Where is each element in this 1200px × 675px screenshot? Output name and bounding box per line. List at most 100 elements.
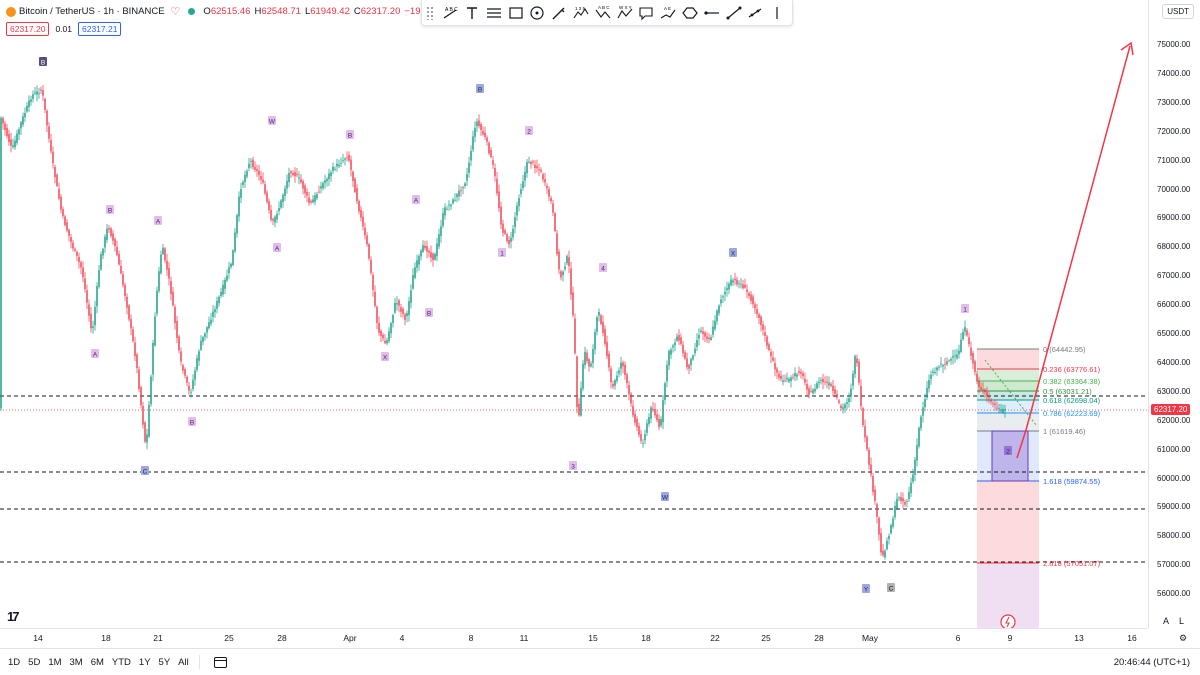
wave-label-n2b[interactable]: 2 <box>1004 446 1012 456</box>
candle-body <box>142 406 144 425</box>
line-icon[interactable] <box>723 2 745 24</box>
wave-label-x2[interactable]: X <box>381 352 389 362</box>
wave-label-b2[interactable]: B <box>188 417 196 427</box>
wave-label-c1[interactable]: C <box>141 466 149 476</box>
range-button[interactable]: 6M <box>90 656 104 668</box>
wave-label-text: 1 <box>500 251 504 258</box>
wxy-wave-icon[interactable]: W X Y <box>614 2 636 24</box>
wave-label-n3[interactable]: 3 <box>569 461 577 471</box>
time-tick-label: 15 <box>588 633 598 643</box>
wave-label-n4[interactable]: 4 <box>599 263 607 273</box>
drawing-toolbar[interactable]: A B C 1 3 5 A B C W X Y A E <box>421 0 793 26</box>
wave-label-a4[interactable]: A <box>412 195 420 205</box>
rectangle-icon[interactable] <box>505 2 527 24</box>
candle-body <box>928 380 930 389</box>
abc-wave-icon[interactable]: A B C <box>592 2 614 24</box>
horizontal-ray-icon[interactable] <box>701 2 723 24</box>
projection-arrow[interactable] <box>1016 41 1134 459</box>
wave-label-y1[interactable]: Y <box>862 584 870 594</box>
candle-body <box>438 234 440 247</box>
vertical-line-icon[interactable] <box>766 2 788 24</box>
wave-label-c2[interactable]: C <box>887 583 895 593</box>
range-button[interactable]: 5D <box>28 656 41 668</box>
wave-label-b4[interactable]: B <box>425 308 433 318</box>
heart-icon[interactable]: ♡ <box>170 6 181 18</box>
dotted-line-icon[interactable] <box>744 2 766 24</box>
horizontal-lines-icon[interactable] <box>483 2 505 24</box>
candle-body <box>980 387 982 390</box>
wave-label-b3[interactable]: B <box>346 130 354 140</box>
range-button[interactable]: 5Y <box>158 656 171 668</box>
elliott-wave-labels[interactable]: B B A A C B W A B X A B B 2 1 4 3 W X Y C 1 2 <box>39 57 1012 594</box>
wave-label-n2[interactable]: 2 <box>525 126 533 136</box>
symbol-title[interactable]: Bitcoin / TetherUS · 1h · BINANCE <box>19 6 165 17</box>
text-icon[interactable] <box>461 2 483 24</box>
alert-icon[interactable] <box>1000 614 1016 628</box>
range-button[interactable]: YTD <box>111 656 131 668</box>
fib-zone-5 <box>977 413 1039 431</box>
candle-body <box>792 377 794 379</box>
candle-body <box>796 374 798 377</box>
candle-body <box>594 331 596 350</box>
wave-label-top_b2[interactable]: B <box>476 84 484 94</box>
wave-label-top_b[interactable]: B <box>39 57 47 67</box>
dotted-path <box>984 359 1037 426</box>
chart-pane[interactable]: B B A A C B W A B X A B B 2 1 4 3 W X Y C 1 2 0 (64442.95) 0.23… <box>0 0 1148 628</box>
wave-label-w1[interactable]: W <box>268 116 276 126</box>
wave-label-w2[interactable]: W <box>661 492 669 502</box>
candle-body <box>868 449 870 465</box>
candle-body <box>742 284 744 289</box>
candle-body <box>736 279 738 285</box>
candle-body <box>870 464 872 475</box>
candle-body <box>634 414 636 423</box>
candle-body <box>812 389 814 394</box>
range-button[interactable]: 1D <box>8 656 21 668</box>
time-tick-label: 22 <box>710 633 720 643</box>
currency-button[interactable]: USDT <box>1162 4 1194 19</box>
elliott-wave-icon[interactable]: 1 3 5 <box>570 2 592 24</box>
tradingview-logo[interactable]: 17 <box>7 609 20 624</box>
price-chart[interactable]: B B A A C B W A B X A B B 2 1 4 3 W X Y C 1 2 0 (64442.95) 0.23… <box>0 0 1148 628</box>
price-axis[interactable]: USDT 75000.00 74000.00 73000.00 72000.00 710… <box>1148 0 1200 643</box>
buy-button[interactable]: 62317.21 <box>78 22 122 36</box>
ellipse-icon[interactable] <box>679 2 701 24</box>
candle-body <box>280 200 282 208</box>
settings-gear-icon[interactable]: ⚙ <box>1179 633 1188 643</box>
log-scale-button[interactable]: L <box>1179 616 1185 626</box>
wave-label-x1[interactable]: X <box>729 248 737 258</box>
wave-label-n1[interactable]: 1 <box>498 248 506 258</box>
horizontal-levels[interactable] <box>0 395 1148 563</box>
calendar-icon[interactable] <box>213 656 227 668</box>
time-tick-label: 21 <box>153 633 163 643</box>
range-button[interactable]: 3M <box>69 656 83 668</box>
sell-button[interactable]: 62317.20 <box>6 22 50 36</box>
wave-label-n1b[interactable]: 1 <box>961 304 969 314</box>
callout-icon[interactable] <box>635 2 657 24</box>
fib-level-labels: 0 (64442.95) 0.236 (63776.61) 0.382 (63364… <box>1043 345 1101 568</box>
wave-label-a1[interactable]: A <box>154 216 162 226</box>
range-button[interactable]: All <box>178 656 189 668</box>
wave-2-target-box[interactable] <box>991 430 1029 482</box>
wave-label-b1[interactable]: B <box>106 205 114 215</box>
circle-icon[interactable] <box>526 2 548 24</box>
time-axis[interactable]: 14 18 21 25 28 Apr 4 8 11 15 18 22 25 28 May 6 9 13 16 <box>0 628 1148 648</box>
candle-body <box>94 306 96 326</box>
clock[interactable]: 20:46:44 (UTC+1) <box>1113 656 1190 668</box>
path-icon[interactable]: A E <box>657 2 679 24</box>
candle-body <box>994 403 996 405</box>
candle-body <box>890 525 892 534</box>
range-button[interactable]: 1M <box>48 656 62 668</box>
candle-body <box>800 371 802 374</box>
wave-label-a2[interactable]: A <box>91 349 99 359</box>
candle-body <box>300 179 302 183</box>
drag-handle-icon[interactable] <box>426 5 434 20</box>
auto-scale-button[interactable]: A <box>1163 616 1170 626</box>
range-button[interactable]: 1Y <box>138 656 151 668</box>
trend-line-icon[interactable]: A B C <box>439 2 461 24</box>
candle-body <box>374 291 376 306</box>
candle-body <box>208 322 210 329</box>
brush-icon[interactable] <box>548 2 570 24</box>
candle-body <box>574 318 576 354</box>
wave-label-a3[interactable]: A <box>273 243 281 253</box>
fib-retracement-tool[interactable] <box>977 348 1039 628</box>
